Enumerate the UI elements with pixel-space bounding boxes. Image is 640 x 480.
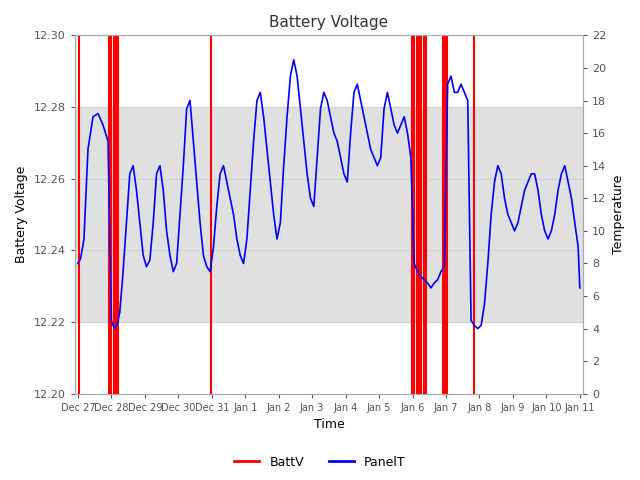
Legend: BattV, PanelT: BattV, PanelT — [229, 451, 411, 474]
X-axis label: Time: Time — [314, 419, 344, 432]
Text: BC_met: BC_met — [0, 479, 1, 480]
Title: Battery Voltage: Battery Voltage — [269, 15, 388, 30]
Y-axis label: Battery Voltage: Battery Voltage — [15, 166, 28, 263]
Y-axis label: Temperature: Temperature — [612, 175, 625, 254]
Bar — [75, 107, 583, 322]
